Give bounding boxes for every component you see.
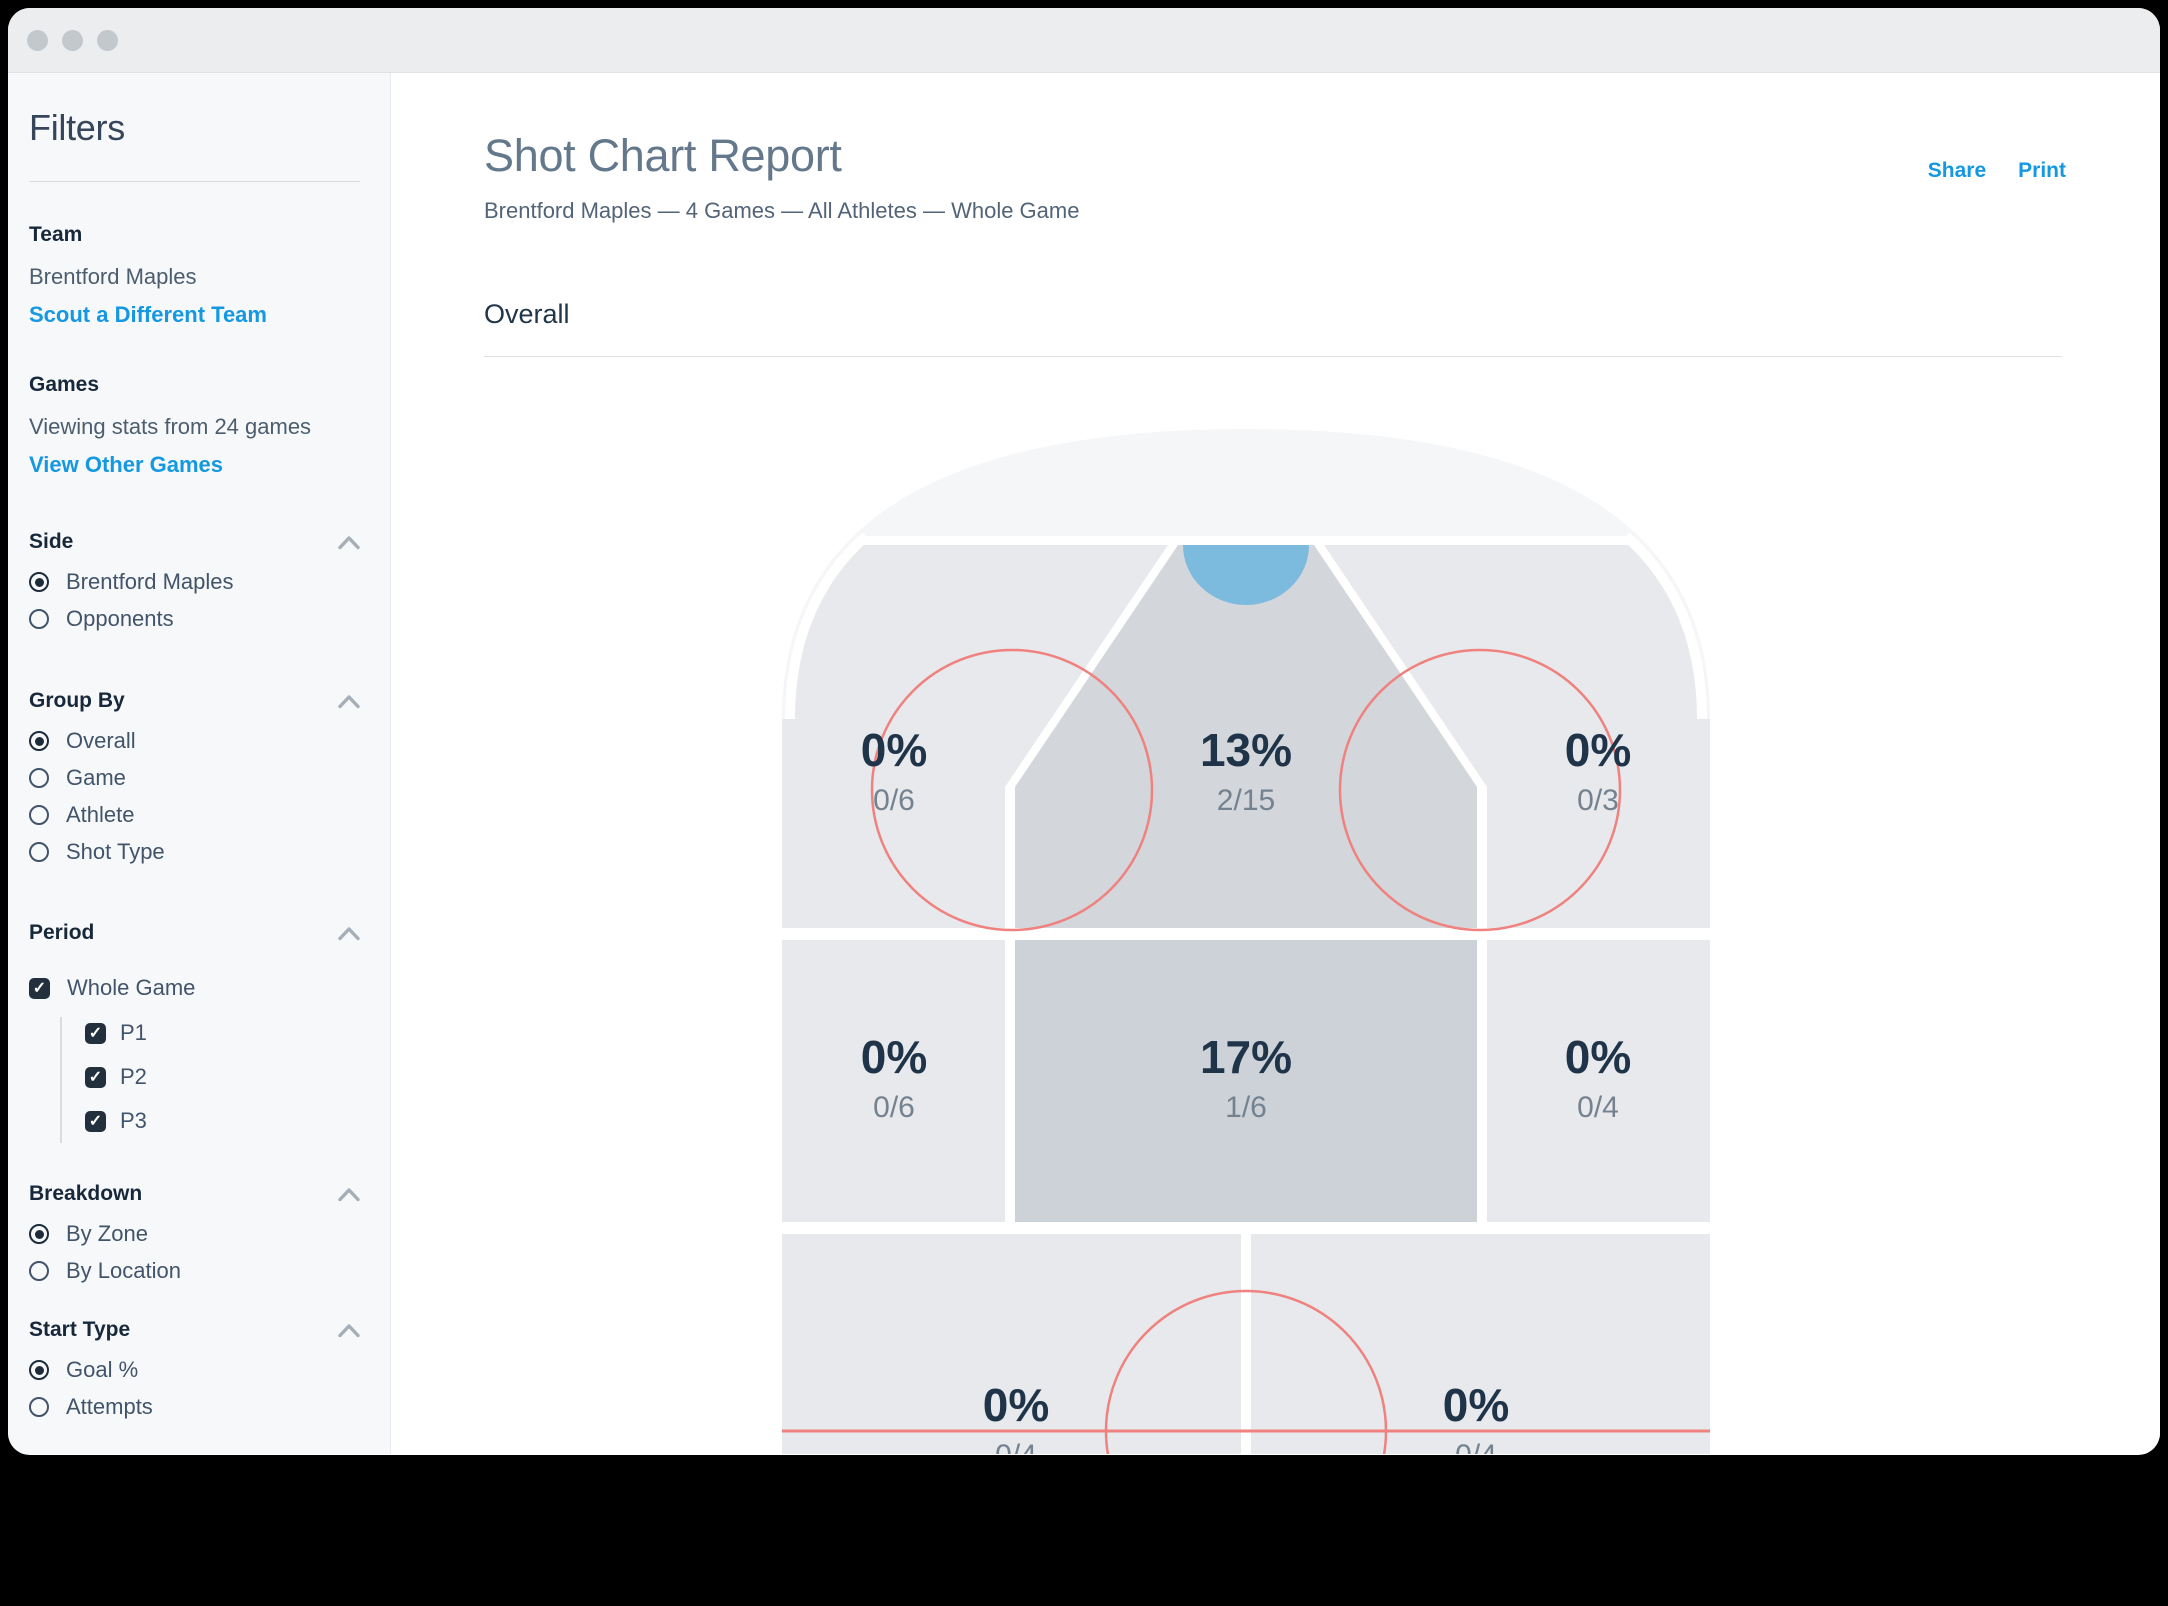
window-dot-1[interactable]	[27, 29, 48, 51]
radio-group-by-overall[interactable]: Overall	[29, 726, 360, 756]
corner-gap-left	[785, 532, 870, 720]
radio-start-type-attempts[interactable]: Attempts	[29, 1392, 360, 1422]
radio-selected-icon	[29, 1360, 49, 1380]
zone-pct: 0%	[861, 1031, 927, 1083]
section-title-period: Period	[29, 921, 95, 944]
faceoff-circle-left	[870, 648, 1154, 932]
checkbox-whole-game[interactable]: ✓ Whole Game	[29, 971, 360, 1005]
zone-fraction: 0/4	[1577, 1091, 1619, 1124]
section-team: Team Brentford Maples Scout a Different …	[29, 222, 360, 328]
radio-side-brentford-maples[interactable]: Brentford Maples	[29, 567, 360, 597]
team-name: Brentford Maples	[29, 264, 197, 289]
radio-group-by-game[interactable]: Game	[29, 763, 360, 793]
radio-start-type-goal-pct[interactable]: Goal %	[29, 1355, 360, 1385]
zone-pct: 0%	[1565, 724, 1631, 776]
section-group-by: Group By Overall Game Athlete	[29, 688, 360, 867]
section-start-type: Start Type Goal % Attempts	[29, 1317, 360, 1422]
window-dot-3[interactable]	[97, 29, 118, 51]
section-breakdown: Breakdown By Zone By Location	[29, 1181, 360, 1286]
zone-fraction: 0/4	[995, 1439, 1037, 1454]
faceoff-circle-right	[1338, 648, 1622, 932]
checkbox-checked-icon: ✓	[85, 1110, 106, 1132]
main-content: Shot Chart Report Brentford Maples — 4 G…	[391, 73, 2160, 1454]
app-window: Filters Team Brentford Maples Scout a Di…	[8, 8, 2160, 1455]
zone-pct: 17%	[1200, 1031, 1292, 1083]
radio-icon	[29, 1261, 49, 1281]
zone-pct: 0%	[983, 1379, 1049, 1431]
sidebar-divider	[29, 181, 360, 182]
zone-fraction: 0/3	[1577, 784, 1619, 817]
radio-breakdown-by-zone[interactable]: By Zone	[29, 1219, 360, 1249]
radio-selected-icon	[29, 731, 49, 751]
checkbox-p2[interactable]: ✓ P2	[85, 1061, 360, 1093]
center-ice-circle	[1104, 1289, 1388, 1454]
zone-high-slot[interactable]	[1015, 545, 1477, 928]
zone-point-left[interactable]	[782, 1234, 1241, 1454]
checkbox-p1[interactable]: ✓ P1	[85, 1017, 360, 1049]
goal-crease	[1183, 545, 1309, 605]
zone-point-right[interactable]	[1251, 1234, 1710, 1454]
zone-fraction: 2/15	[1217, 784, 1275, 817]
section-title-breakdown: Breakdown	[29, 1182, 143, 1205]
radio-icon	[29, 1397, 49, 1417]
report-section-title: Overall	[484, 299, 570, 329]
checkbox-checked-icon: ✓	[85, 1022, 106, 1044]
section-games: Games Viewing stats from 24 games View O…	[29, 372, 360, 478]
window-titlebar	[8, 8, 2160, 73]
section-title-side: Side	[29, 530, 74, 553]
sidebar-title: Filters	[29, 107, 125, 148]
section-title-games: Games	[29, 373, 100, 396]
window-dot-2[interactable]	[62, 29, 83, 51]
section-title-start-type: Start Type	[29, 1318, 131, 1341]
zone-pct: 0%	[1443, 1379, 1509, 1431]
chevron-up-icon[interactable]	[338, 926, 360, 941]
section-title-group-by: Group By	[29, 689, 125, 712]
zone-fraction: 0/4	[1455, 1439, 1497, 1454]
zone-pct: 13%	[1200, 724, 1292, 776]
corner-gap-right	[1622, 532, 1707, 720]
checkbox-p3[interactable]: ✓ P3	[85, 1105, 360, 1137]
rink-svg: 0% 0/6 13% 2/15 0% 0/3 0% 0/6 17% 1/6 0%…	[782, 429, 1710, 1454]
radio-breakdown-by-location[interactable]: By Location	[29, 1256, 360, 1286]
chevron-up-icon[interactable]	[338, 694, 360, 709]
checkbox-checked-icon: ✓	[29, 977, 50, 999]
checkbox-checked-icon: ✓	[85, 1066, 106, 1088]
shot-chart: 0% 0/6 13% 2/15 0% 0/3 0% 0/6 17% 1/6 0%…	[782, 429, 1710, 1454]
page-subtitle: Brentford Maples — 4 Games — All Athlete…	[484, 198, 1080, 223]
radio-icon	[29, 842, 49, 862]
section-side: Side Brentford Maples Opponents	[29, 529, 360, 634]
chevron-up-icon[interactable]	[338, 1187, 360, 1202]
section-divider	[484, 356, 2062, 357]
print-button[interactable]: Print	[2018, 159, 2066, 182]
radio-icon	[29, 805, 49, 825]
zone-mid-right[interactable]	[1487, 940, 1710, 1222]
chevron-up-icon[interactable]	[338, 1323, 360, 1338]
radio-group-by-shot-type[interactable]: Shot Type	[29, 837, 360, 867]
radio-icon	[29, 768, 49, 788]
scout-different-team-link[interactable]: Scout a Different Team	[29, 302, 267, 327]
radio-selected-icon	[29, 572, 49, 592]
radio-icon	[29, 609, 49, 629]
games-summary: Viewing stats from 24 games	[29, 414, 312, 439]
zone-pct: 0%	[1565, 1031, 1631, 1083]
section-title-team: Team	[29, 223, 83, 246]
section-period: Period ✓ Whole Game ✓ P1 ✓ P	[29, 920, 360, 1143]
zone-fraction: 0/6	[873, 1091, 915, 1124]
chevron-up-icon[interactable]	[338, 535, 360, 550]
zone-mid-left[interactable]	[782, 940, 1005, 1222]
page-title: Shot Chart Report	[484, 130, 842, 181]
view-other-games-link[interactable]: View Other Games	[29, 452, 224, 477]
zone-mid-slot[interactable]	[1015, 940, 1477, 1222]
radio-group-by-athlete[interactable]: Athlete	[29, 800, 360, 830]
report-actions: Share Print	[1928, 159, 2066, 183]
radio-side-opponents[interactable]: Opponents	[29, 604, 360, 634]
zone-pct: 0%	[861, 724, 927, 776]
share-button[interactable]: Share	[1927, 159, 1987, 182]
filters-sidebar: Filters Team Brentford Maples Scout a Di…	[8, 73, 391, 1454]
radio-selected-icon	[29, 1224, 49, 1244]
zone-fraction: 1/6	[1225, 1091, 1267, 1124]
period-children: ✓ P1 ✓ P2 ✓ P3	[60, 1017, 360, 1143]
zone-fraction: 0/6	[873, 784, 915, 817]
